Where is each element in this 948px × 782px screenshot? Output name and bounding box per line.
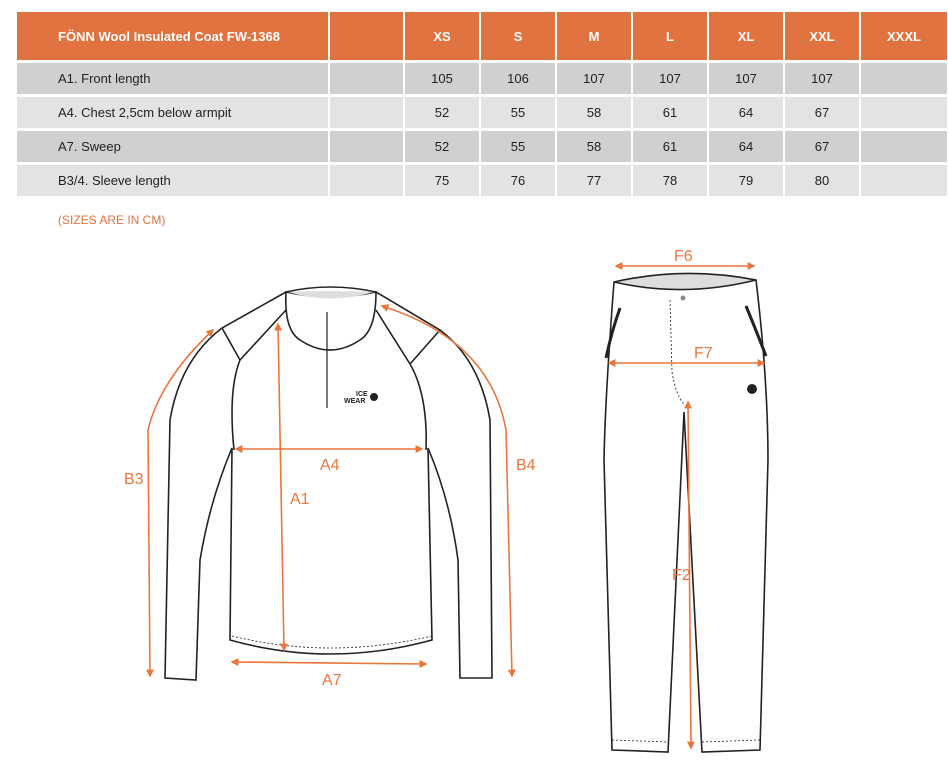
pants-arrows xyxy=(607,262,766,750)
measurement-label: A7. Sweep xyxy=(17,131,328,162)
measurement-value: 58 xyxy=(557,97,631,128)
units-note: (SIZES ARE IN CM) xyxy=(58,213,166,227)
size-chart-table: FÖNN Wool Insulated Coat FW-1368 XS S M … xyxy=(15,9,948,199)
label-f2: F2 xyxy=(672,567,691,584)
logo-text: ICE xyxy=(356,391,368,398)
measurement-value: 64 xyxy=(709,97,783,128)
measurement-label: B3/4. Sleeve length xyxy=(17,165,328,196)
measurement-value: 106 xyxy=(481,63,555,94)
size-header: XXL xyxy=(785,12,859,60)
table-row: A4. Chest 2,5cm below armpit 52 55 58 61 64 67 xyxy=(17,97,947,128)
size-header: XS xyxy=(405,12,479,60)
measurement-label: A4. Chest 2,5cm below armpit xyxy=(17,97,328,128)
measurement-value: 52 xyxy=(405,97,479,128)
measurement-value: 78 xyxy=(633,165,707,196)
measurement-value: 61 xyxy=(633,131,707,162)
arrow-b3 xyxy=(145,328,215,678)
label-f6: F6 xyxy=(674,248,693,265)
label-f7: F7 xyxy=(694,345,713,362)
size-header: XL xyxy=(709,12,783,60)
button-icon xyxy=(680,295,686,301)
label-a7: A7 xyxy=(322,672,342,689)
size-header: S xyxy=(481,12,555,60)
measurement-value: 67 xyxy=(785,131,859,162)
measurement-value xyxy=(861,63,947,94)
table-row: A7. Sweep 52 55 58 61 64 67 xyxy=(17,131,947,162)
arrow-a1 xyxy=(274,322,288,652)
logo-snowflake-icon xyxy=(747,384,757,394)
measurement-value: 67 xyxy=(785,97,859,128)
label-b4: B4 xyxy=(516,457,536,474)
arrow-f2 xyxy=(684,400,695,750)
measurement-value: 79 xyxy=(709,165,783,196)
measurement-value: 76 xyxy=(481,165,555,196)
measurement-value: 64 xyxy=(709,131,783,162)
measurement-value xyxy=(861,97,947,128)
measurement-value: 58 xyxy=(557,131,631,162)
table-row: A1. Front length 105 106 107 107 107 107 xyxy=(17,63,947,94)
measurement-value: 105 xyxy=(405,63,479,94)
measurement-value xyxy=(861,131,947,162)
measurement-value: 80 xyxy=(785,165,859,196)
measurement-value: 107 xyxy=(709,63,783,94)
measurement-value: 107 xyxy=(557,63,631,94)
label-b3: B3 xyxy=(124,471,144,488)
size-header: M xyxy=(557,12,631,60)
measurement-value xyxy=(861,165,947,196)
product-title: FÖNN Wool Insulated Coat FW-1368 xyxy=(17,12,328,60)
measurement-value: 55 xyxy=(481,97,555,128)
logo-text: WEAR xyxy=(344,398,365,405)
measurement-value: 107 xyxy=(785,63,859,94)
jacket-drawing xyxy=(164,286,493,681)
measurement-value: 77 xyxy=(557,165,631,196)
size-header: L xyxy=(633,12,707,60)
label-a1: A1 xyxy=(290,491,310,508)
table-header-row: FÖNN Wool Insulated Coat FW-1368 XS S M … xyxy=(17,12,947,60)
measurement-value: 75 xyxy=(405,165,479,196)
measurement-value: 52 xyxy=(405,131,479,162)
size-header: XXXL xyxy=(861,12,947,60)
pants-drawing xyxy=(603,272,769,753)
measurement-label: A1. Front length xyxy=(17,63,328,94)
measurement-value: 107 xyxy=(633,63,707,94)
label-a4: A4 xyxy=(320,457,340,474)
arrow-a7 xyxy=(230,658,428,668)
logo-snowflake-icon xyxy=(370,393,378,401)
jacket-arrows xyxy=(145,304,516,678)
measurement-value: 61 xyxy=(633,97,707,128)
table-row: B3/4. Sleeve length 75 76 77 78 79 80 xyxy=(17,165,947,196)
arrow-b4 xyxy=(380,304,516,678)
measurement-value: 55 xyxy=(481,131,555,162)
